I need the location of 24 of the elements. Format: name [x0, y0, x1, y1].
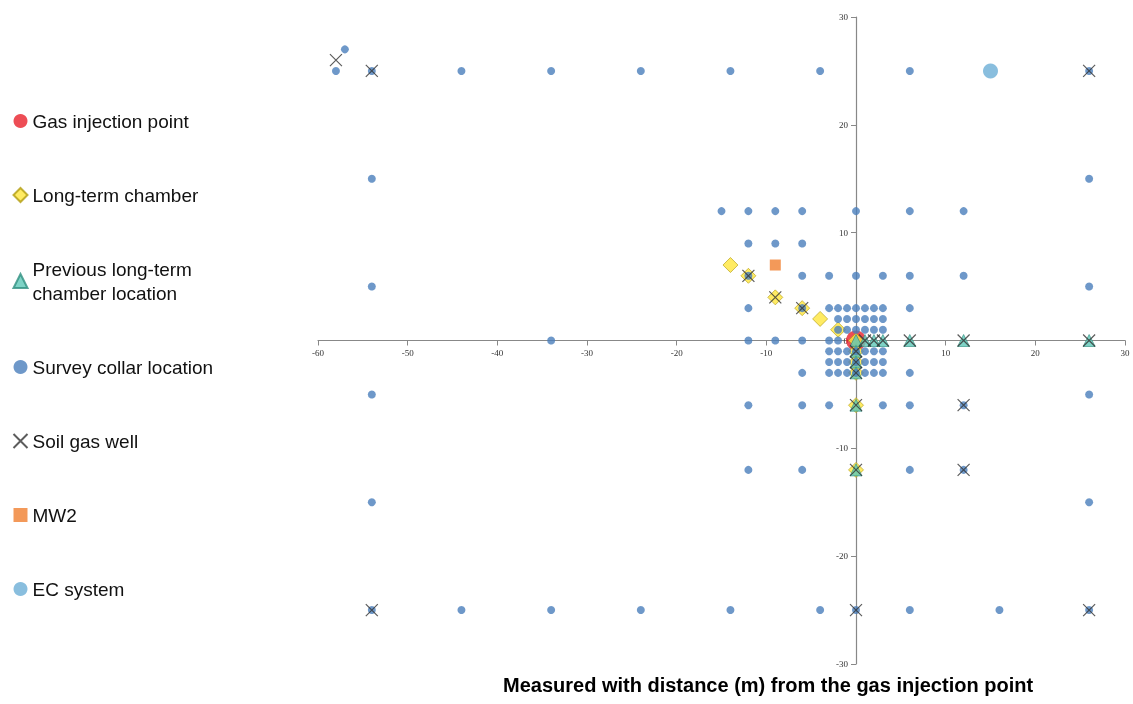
x-tick-label: 10: [941, 348, 951, 358]
y-tick-label: 10: [839, 227, 849, 238]
x-tick-label: -10: [760, 348, 773, 358]
x-tick-label: -50: [401, 348, 415, 358]
legend-label: Survey collar location: [32, 356, 214, 378]
legend-label: MW2: [32, 504, 77, 526]
y-tick-label: -10: [836, 443, 849, 454]
y-tick-label: -20: [836, 551, 849, 562]
legend-label: Long-term chamber: [32, 184, 199, 206]
legend-label: Gas injection point: [32, 110, 190, 132]
x-tick-label: -30: [581, 348, 594, 358]
y-tick-label: 0: [843, 335, 849, 346]
x-axis-title: Measured with distance (m) from the gas injection point: [503, 674, 1034, 696]
x-tick-label: 20: [1030, 348, 1041, 358]
x-tick-label: -60: [312, 348, 325, 358]
y-tick-label: 20: [839, 119, 849, 130]
x-tick-label: -40: [491, 348, 504, 358]
legend-label: EC system: [32, 578, 125, 600]
y-tick-label: 30: [839, 12, 849, 22]
y-tick-label: -30: [836, 659, 849, 669]
legend-label: Previous long-term chamber location: [32, 258, 198, 304]
legend-label: Soil gas well: [32, 430, 139, 452]
x-tick-label: 30: [1120, 348, 1130, 358]
x-tick-label: -20: [670, 348, 684, 358]
